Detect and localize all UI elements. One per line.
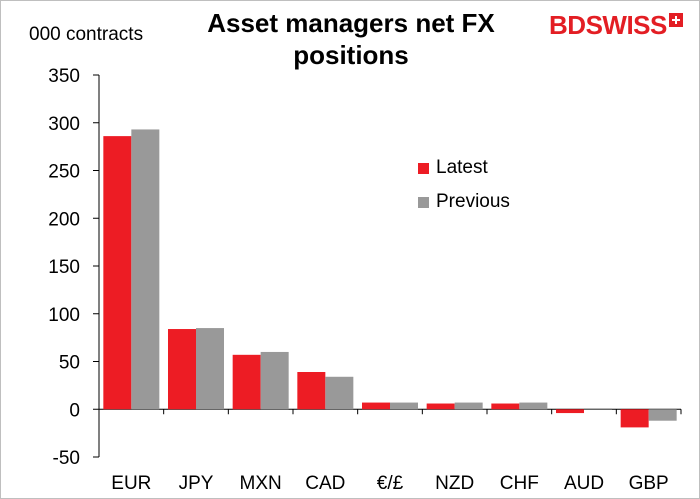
bar-previous-4 [390,402,418,410]
x-tick-label: €/£ [377,473,404,494]
bar-latest-4 [362,402,390,410]
y-tick-label: 250 [48,162,80,183]
y-tick-label: 0 [69,400,80,421]
x-tick-label: NZD [435,473,474,494]
logo-swiss-text: SWISS [585,10,668,40]
x-tick-label: CHF [500,473,539,494]
y-tick-label: 50 [59,353,80,374]
bar-latest-1 [168,329,196,410]
y-axis-unit-label: 000 contracts [29,24,144,45]
bar-latest-6 [491,403,520,410]
legend-swatch-previous [418,196,429,208]
y-tick-label: 300 [48,114,80,135]
bar-previous-8 [648,409,677,421]
y-tick-label: 200 [48,209,80,230]
y-tick-label: 350 [48,66,80,87]
legend-label-previous: Previous [436,191,510,212]
x-tick-label: GBP [629,473,669,494]
legend: Latest Previous [418,151,510,219]
bar-latest-8 [620,409,649,428]
legend-item-latest: Latest [418,151,510,185]
legend-swatch-latest [418,162,429,174]
x-tick-label: JPY [179,473,214,494]
x-tick-label: EUR [111,473,151,494]
bar-latest-7 [556,409,584,414]
bar-previous-3 [325,376,354,410]
y-tick-label: -50 [53,448,80,469]
bar-latest-5 [426,403,455,410]
chart-title: Asset managers net FX positions [207,8,495,70]
swiss-flag-icon [668,13,683,27]
bar-latest-2 [232,354,261,410]
bar-latest-3 [297,372,326,410]
logo-bd-text: BD [549,10,586,40]
bar-previous-2 [260,351,289,410]
legend-label-latest: Latest [436,157,488,178]
bar-previous-1 [196,328,224,410]
y-tick-label: 100 [48,305,80,326]
bar-previous-0 [131,129,160,410]
y-tick-label: 150 [48,257,80,278]
x-tick-label: AUD [564,473,604,494]
x-tick-label: CAD [305,473,345,494]
x-tick-label: MXN [240,473,282,494]
bar-previous-7 [584,408,612,410]
bdswiss-logo: BD SWISS [549,11,683,39]
legend-item-previous: Previous [418,185,510,219]
bar-latest-0 [103,136,132,410]
bar-previous-5 [454,402,483,410]
bar-previous-6 [519,402,548,410]
